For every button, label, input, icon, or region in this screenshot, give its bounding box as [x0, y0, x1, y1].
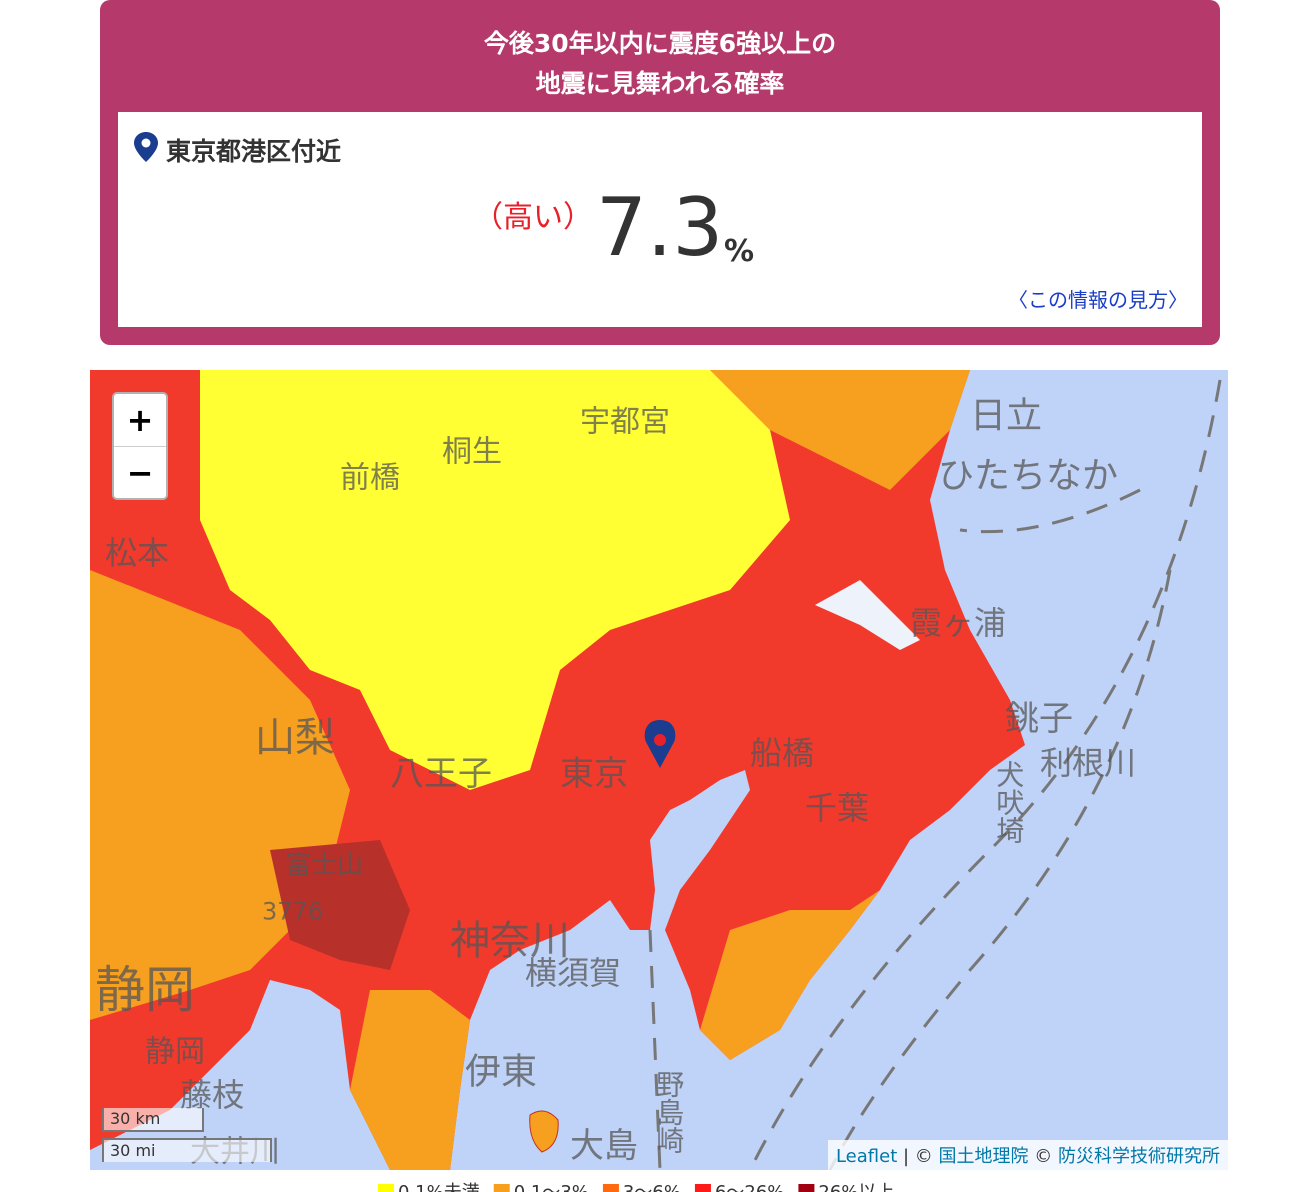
place-label: 船橋 — [750, 734, 814, 772]
place-label: 野島崎 — [652, 1070, 685, 1154]
place-label: 富士山 — [285, 850, 363, 880]
legend: 0.1%未満 0.1～3% 3～6% 6～26% 26%以上 — [378, 1182, 894, 1192]
risk-level: （高い） — [473, 200, 593, 235]
attribution-link[interactable]: 防災科学技術研究所 — [1058, 1146, 1220, 1167]
attribution-separator: © — [1034, 1146, 1053, 1167]
place-label: 伊東 — [465, 1052, 537, 1093]
legend-swatch — [694, 1184, 711, 1192]
place-label: 3776 — [262, 898, 323, 926]
legend-label: 6～26% — [715, 1182, 784, 1192]
location-pin — [134, 132, 158, 162]
legend-label: 26%以上 — [818, 1182, 894, 1192]
place-label: 霞ヶ浦 — [910, 604, 1006, 642]
legend-label: 0.1～3% — [514, 1182, 589, 1192]
place-label: 静岡 — [145, 1035, 205, 1070]
place-label: 横須賀 — [525, 954, 621, 992]
map[interactable]: 日立ひたちなか 宇都宮桐生前橋霞ヶ浦銚子利根川 犬吠埼 山梨八王子 東京 船橋千葉富士山 3… — [90, 370, 1228, 1170]
scale-km: 30 km — [102, 1108, 204, 1132]
zoom-out[interactable]: − — [126, 454, 154, 492]
place-label: 宇都宮 — [580, 405, 670, 440]
place-label: 静岡 — [95, 961, 195, 1019]
place-label: 山梨 — [255, 715, 335, 761]
place-label: 東京 — [560, 754, 628, 794]
legend-swatch — [378, 1184, 394, 1192]
place-label: 藤枝 — [180, 1076, 244, 1114]
legend-label: 0.1%未満 — [398, 1182, 480, 1192]
probability-unit: % — [724, 234, 755, 269]
place-label: 日立 — [970, 396, 1042, 437]
scale-mi: 30 mi — [102, 1138, 272, 1162]
legend-swatch — [602, 1184, 619, 1192]
zoom-control: + − — [112, 392, 168, 500]
result-card: 今後30年以内に震度6強以上の 地震に見舞われる確率 東京都港区付近 （高い） … — [100, 0, 1220, 345]
legend-swatch — [798, 1184, 815, 1192]
legend-swatch — [493, 1184, 510, 1192]
place-label: 千葉 — [805, 789, 869, 827]
probability: 7.3 — [596, 181, 724, 274]
result-box: 東京都港区付近 （高い） 7.3 % 〈この情報の見方〉 — [118, 112, 1202, 327]
help-link[interactable]: 〈この情報の見方〉 — [1008, 288, 1188, 312]
zoom-in[interactable]: + — [114, 394, 166, 447]
place-label: 神奈川 — [450, 918, 570, 964]
place-label: 銚子 — [1005, 699, 1073, 739]
place-label: 桐生 — [442, 435, 502, 470]
place-label: 大島 — [570, 1126, 638, 1166]
place-label: 前橋 — [340, 461, 400, 496]
attribution-separator: | © — [903, 1146, 933, 1167]
legend-label: 3～6% — [623, 1182, 681, 1192]
location-marker[interactable] — [644, 720, 676, 768]
place-label: 犬吠埼 — [992, 760, 1025, 844]
place-label: 八王子 — [390, 754, 492, 794]
card-title: 今後30年以内に震度6強以上の — [483, 29, 837, 58]
place-label: 松本 — [105, 534, 169, 572]
attribution: Leaflet | © 国土地理院 © 防災科学技術研究所 — [827, 1140, 1228, 1170]
place-label: ひたちなか — [938, 456, 1118, 497]
location: 東京都港区付近 — [166, 137, 342, 166]
attribution-link[interactable]: 国土地理院 — [938, 1146, 1029, 1167]
card-title: 地震に見舞われる確率 — [535, 69, 785, 98]
place-label: 利根川 — [1040, 744, 1136, 782]
attribution-link[interactable]: Leaflet — [835, 1146, 898, 1167]
